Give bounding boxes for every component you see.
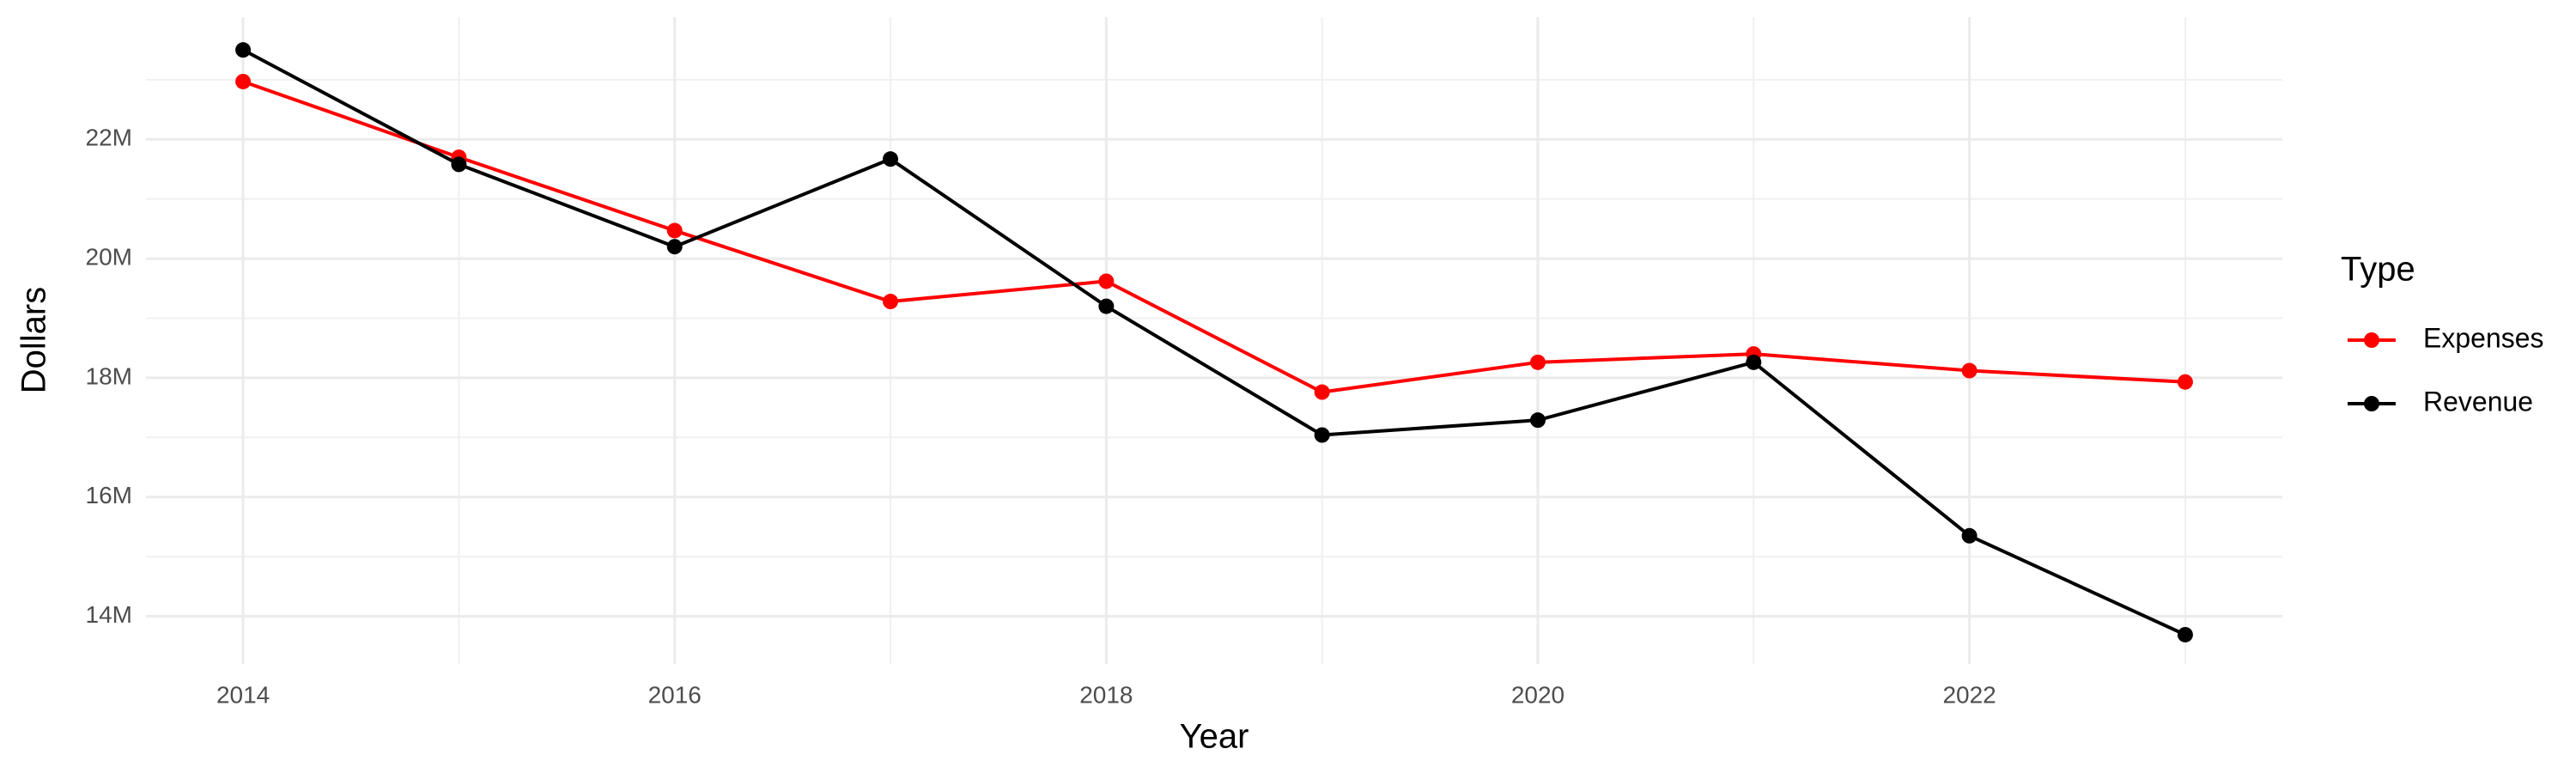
- data-point: [235, 73, 252, 89]
- data-point: [1529, 354, 1546, 370]
- data-point: [1314, 427, 1330, 443]
- data-point: [1098, 298, 1115, 314]
- data-point: [1529, 412, 1546, 429]
- data-point: [666, 222, 683, 239]
- data-point: [2177, 626, 2193, 642]
- data-point: [451, 156, 467, 173]
- x-tick-label: 2018: [1079, 681, 1133, 708]
- data-point: [883, 151, 899, 167]
- legend-label: Revenue: [2423, 386, 2533, 417]
- x-tick-label: 2020: [1511, 681, 1564, 708]
- x-tick-label: 2022: [1942, 681, 1996, 708]
- y-tick-label: 22M: [86, 125, 132, 151]
- legend-title: Type: [2341, 251, 2415, 289]
- y-tick-label: 20M: [86, 243, 132, 270]
- data-point: [1314, 384, 1330, 400]
- data-point: [666, 239, 683, 255]
- legend-swatch-point: [2364, 332, 2379, 348]
- x-tick-label: 2014: [216, 681, 270, 708]
- y-tick-label: 14M: [86, 601, 132, 628]
- data-point: [1746, 354, 1762, 370]
- data-point: [2177, 374, 2193, 390]
- x-axis-title: Year: [1180, 718, 1249, 756]
- legend-swatch-point: [2364, 396, 2379, 411]
- y-tick-label: 16M: [86, 482, 132, 508]
- data-point: [1961, 362, 1978, 379]
- data-point: [235, 42, 252, 58]
- data-point: [1098, 273, 1115, 289]
- data-point: [1961, 527, 1978, 544]
- data-point: [883, 294, 899, 310]
- series-line: [242, 48, 2186, 636]
- y-axis-title: Dollars: [15, 287, 53, 393]
- legend-label: Expenses: [2423, 322, 2544, 353]
- x-tick-label: 2016: [648, 681, 702, 708]
- y-tick-label: 18M: [86, 362, 132, 389]
- series-line: [242, 80, 2186, 394]
